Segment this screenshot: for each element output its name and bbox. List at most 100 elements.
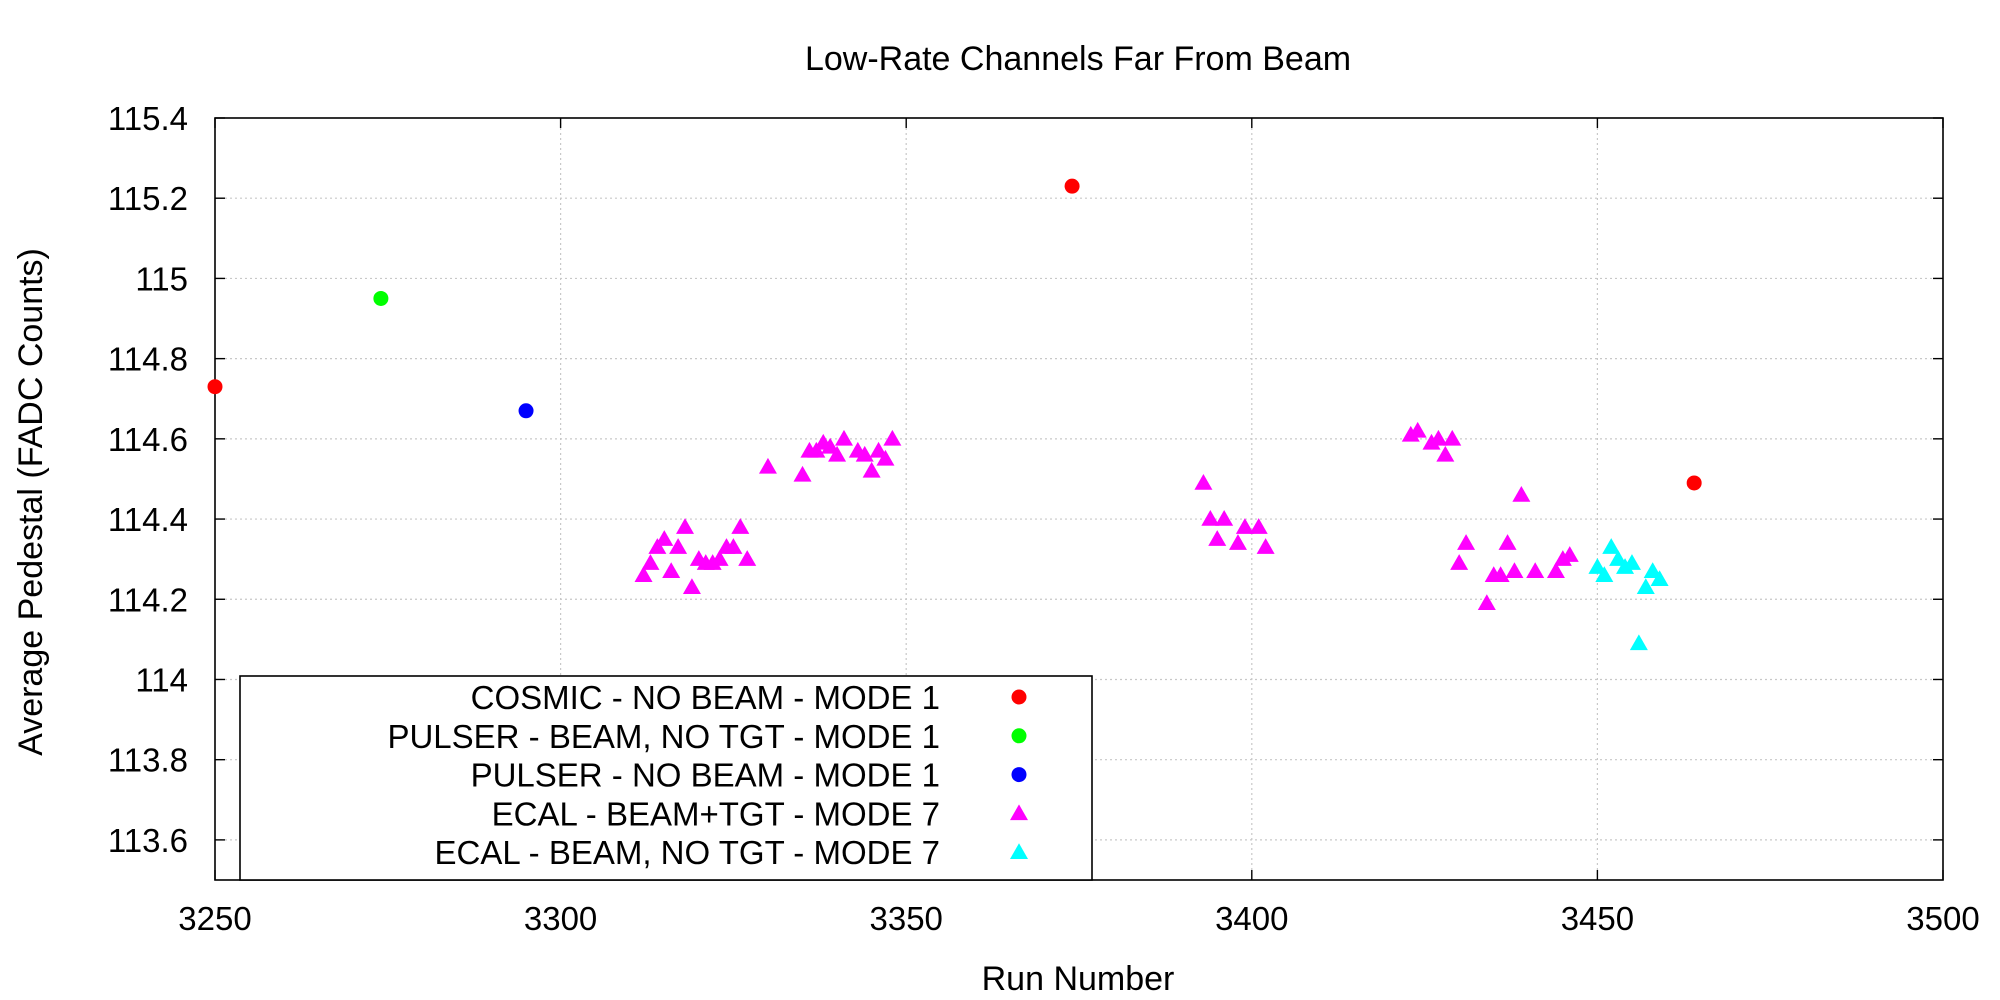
data-point <box>828 445 847 462</box>
legend-box <box>239 675 1093 881</box>
legend-label: ECAL - BEAM, NO TGT - MODE 7 <box>435 834 940 871</box>
data-point <box>634 566 653 582</box>
legend-marker <box>1011 689 1027 705</box>
data-point <box>1595 566 1614 582</box>
data-point <box>1422 433 1441 450</box>
data-point <box>1235 518 1254 534</box>
y-tick-label: 115.4 <box>108 100 188 137</box>
data-point <box>883 429 902 446</box>
data-point <box>1588 558 1607 574</box>
y-tick-label: 115.2 <box>108 180 188 217</box>
data-point <box>1249 518 1268 534</box>
data-point <box>1609 550 1628 566</box>
data-point <box>1553 550 1572 566</box>
data-point <box>641 554 660 570</box>
legend-label: PULSER - BEAM, NO TGT - MODE 1 <box>387 718 940 755</box>
data-point <box>821 437 840 454</box>
data-point <box>676 518 695 534</box>
series-4 <box>634 421 1579 611</box>
data-point <box>1622 554 1641 570</box>
data-point <box>1408 421 1427 438</box>
data-point <box>1194 473 1213 490</box>
axis-ticks: 3250 3300 3350 3400 3450 3500 113.6 113.8 114 114… <box>108 100 1980 937</box>
data-point <box>1498 534 1517 550</box>
data-point <box>758 457 777 474</box>
data-point <box>1505 562 1524 578</box>
x-tick-label: 3450 <box>1561 900 1634 937</box>
data-point <box>518 403 534 419</box>
gridlines <box>215 118 1943 880</box>
legend-marker <box>1011 728 1027 744</box>
x-axis-title: Run Number <box>982 960 1175 998</box>
y-tick-label: 114.2 <box>108 581 188 618</box>
data-point <box>1450 554 1469 570</box>
legend-label: ECAL - BEAM+TGT - MODE 7 <box>492 795 940 832</box>
series-2 <box>373 290 389 306</box>
data-point <box>1560 546 1579 562</box>
data-point <box>724 538 743 554</box>
data-point <box>1401 425 1420 442</box>
data-point <box>1526 562 1545 578</box>
data-point <box>373 290 389 306</box>
data-point <box>1491 566 1510 582</box>
data-point <box>1228 534 1247 550</box>
data-point <box>1616 558 1635 574</box>
data-point <box>1546 562 1565 578</box>
y-tick-label: 114.6 <box>108 421 188 458</box>
legend-marker <box>1010 843 1028 859</box>
data-point <box>862 461 881 478</box>
chart-title: Low-Rate Channels Far From Beam <box>805 40 1351 78</box>
data-point <box>1643 562 1662 578</box>
data-point <box>1064 178 1080 194</box>
data-point <box>655 530 674 546</box>
data-point <box>855 445 874 462</box>
data-points <box>207 178 1702 651</box>
y-axis-title: Average Pedestal (FADC Counts) <box>12 248 50 756</box>
data-point <box>1429 429 1448 446</box>
data-point <box>738 550 757 566</box>
data-point <box>207 379 223 395</box>
data-point <box>1443 429 1462 446</box>
legend-marker <box>1010 804 1028 821</box>
data-point <box>1650 570 1669 586</box>
data-point <box>648 538 667 554</box>
data-point <box>1201 510 1220 526</box>
series-3 <box>518 403 534 419</box>
data-point <box>1512 485 1531 502</box>
y-tick-label: 114.4 <box>108 501 188 538</box>
data-point <box>731 518 750 534</box>
x-tick-label: 3300 <box>524 900 597 937</box>
x-tick-label: 3500 <box>1906 900 1979 937</box>
data-point <box>1602 538 1621 554</box>
data-point <box>662 562 681 578</box>
data-point <box>793 465 812 482</box>
data-point <box>669 538 688 554</box>
data-point <box>1256 538 1275 554</box>
y-tick-label: 113.6 <box>108 822 188 859</box>
data-point <box>710 550 729 566</box>
data-point <box>869 441 888 458</box>
series-1 <box>207 178 1702 491</box>
legend-label: PULSER - NO BEAM - MODE 1 <box>471 757 940 794</box>
x-tick-label: 3350 <box>869 900 942 937</box>
data-point <box>807 441 826 458</box>
data-point <box>876 449 895 466</box>
data-point <box>1686 475 1702 491</box>
y-tick-label: 114 <box>135 661 188 698</box>
y-tick-label: 113.8 <box>108 742 188 779</box>
y-tick-label: 115 <box>135 260 188 297</box>
data-point <box>1215 510 1234 526</box>
x-tick-label: 3250 <box>178 900 251 937</box>
data-point <box>1629 634 1648 651</box>
data-point <box>1636 578 1655 594</box>
series-5 <box>1588 538 1669 651</box>
x-tick-label: 3400 <box>1215 900 1288 937</box>
data-point <box>703 554 722 570</box>
data-point <box>1436 445 1455 462</box>
data-point <box>1477 594 1496 611</box>
data-point <box>834 429 853 446</box>
data-point <box>1457 534 1476 550</box>
data-point <box>682 578 701 594</box>
